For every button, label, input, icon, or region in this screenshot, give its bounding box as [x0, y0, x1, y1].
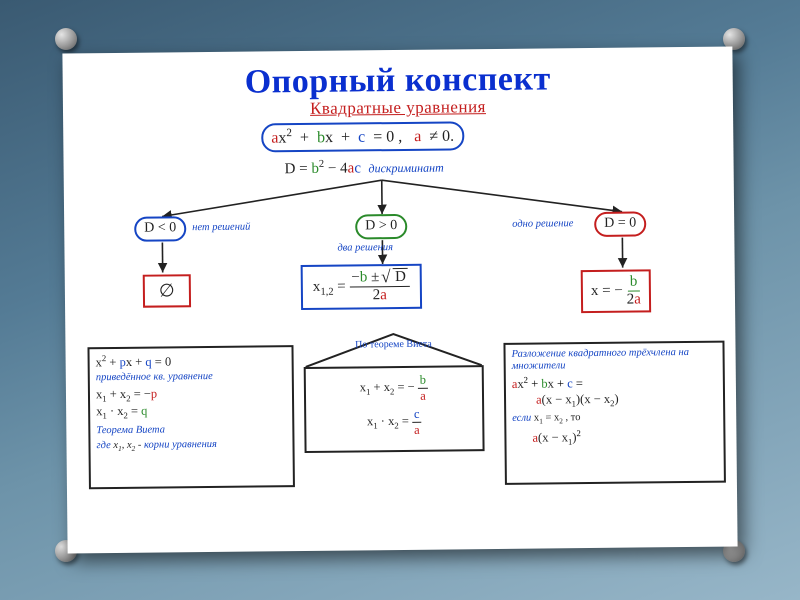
case-d-gt-0: D > 0: [355, 214, 407, 240]
case-d-eq-0-result: x = − b 2a: [581, 269, 651, 313]
panel-vieta-house: По теореме Виета x1 + x2 = − ba x1 · x2 …: [303, 331, 484, 453]
card: Опорный конспект Квадратные уравнения ax…: [62, 47, 737, 554]
main-equation-box: ax2 + bx + c = 0 , a ≠ 0.: [261, 121, 464, 152]
case-d-lt-0: D < 0: [134, 216, 186, 242]
case-d-lt-0-result: ∅: [143, 274, 191, 307]
case-d-lt-0-label: нет решений: [192, 222, 250, 234]
case-d-gt-0-result: x1,2 = −b ± D 2a: [301, 264, 423, 310]
panel-reduced: x2 + px + q = 0 приведённое кв. уравнени…: [87, 345, 294, 489]
case-d-gt-0-label: два решения: [337, 242, 393, 254]
discriminant-formula: D = b2 − 4ac дискриминант: [276, 155, 451, 181]
pin-top-left: [55, 28, 77, 50]
panel-factorization: Разложение квадратного трёхчлена на множ…: [503, 341, 725, 485]
case-d-eq-0-label: одно решение: [512, 218, 573, 230]
case-d-eq-0: D = 0: [594, 211, 646, 237]
